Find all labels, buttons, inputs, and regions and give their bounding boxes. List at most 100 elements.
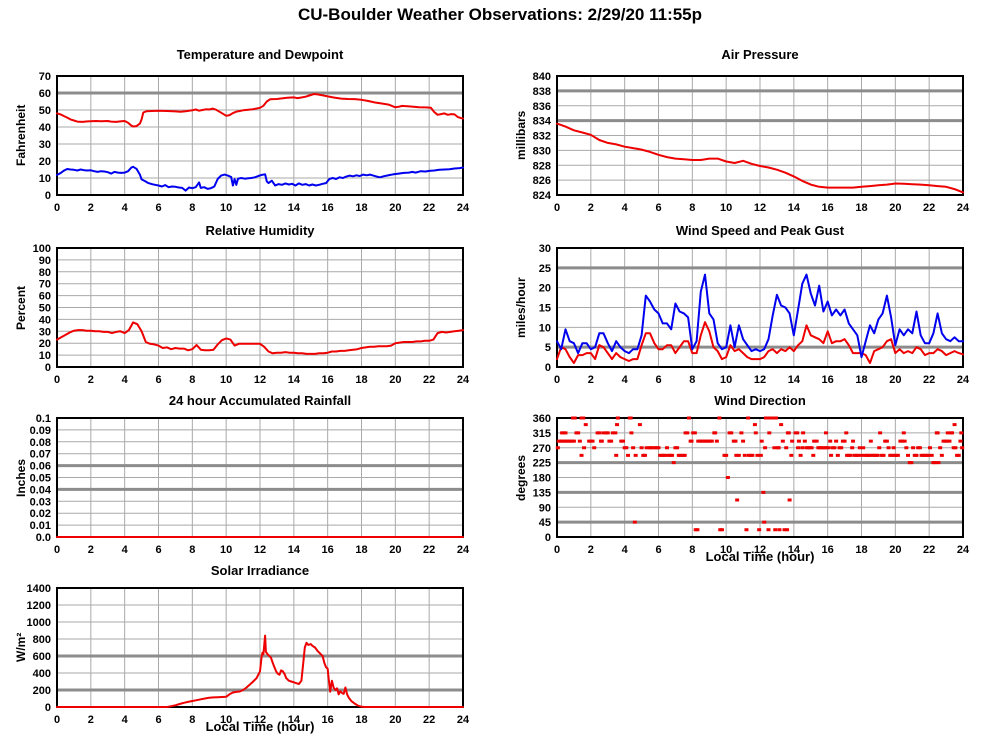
x-tick-label: 20	[389, 202, 401, 214]
x-tick-label: 16	[822, 544, 834, 556]
y-tick-label: 0	[545, 362, 551, 374]
x-tick-label: 2	[588, 374, 594, 386]
wind-direction-point	[725, 476, 730, 479]
wind-direction-point	[624, 446, 629, 450]
wind-direction-point	[935, 431, 940, 435]
x-tick-label: 22	[923, 544, 935, 556]
wind-direction-point	[900, 439, 905, 443]
y-tick-label: 90	[39, 255, 51, 267]
wind-direction-point	[639, 446, 644, 450]
wind-direction-point	[909, 461, 914, 465]
wind-direction-point	[615, 416, 620, 420]
wind-direction-point	[555, 446, 560, 450]
wind-direction-point	[917, 446, 922, 450]
x-tick-label: 20	[389, 374, 401, 386]
x-tick-label: 4	[122, 202, 129, 214]
y-tick-label: 0.02	[30, 508, 51, 520]
plot-border	[56, 75, 464, 196]
y-tick-label: 225	[533, 458, 551, 470]
wind-direction-point	[914, 453, 919, 457]
wind-direction-point	[839, 446, 844, 450]
wind-direction-point	[844, 431, 849, 435]
x-tick-label: 8	[189, 202, 195, 214]
x-tick-label: 12	[254, 202, 266, 214]
chart-title: Solar Irradiance	[210, 563, 310, 578]
wind-direction-point	[741, 439, 746, 443]
page-title: CU-Boulder Weather Observations: 2/29/20…	[297, 5, 703, 24]
wind-direction-point	[886, 446, 891, 450]
wind-direction-point	[744, 528, 749, 532]
x-tick-label: 14	[288, 544, 301, 556]
x-tick-label: 24	[957, 202, 970, 214]
wind-direction-point	[563, 431, 568, 435]
y-tick-label: 50	[39, 303, 51, 315]
y-tick-label: 800	[33, 634, 51, 646]
solar-line	[56, 634, 464, 708]
x-tick-label: 2	[588, 202, 594, 214]
x-tick-label: 0	[554, 202, 560, 214]
x-tick-label: 8	[689, 374, 695, 386]
y-tick-label: 830	[533, 145, 551, 157]
wind-direction-point	[590, 439, 595, 443]
wind-direction-point	[724, 453, 729, 457]
wind-direction-point	[644, 446, 649, 450]
wind-direction-point	[746, 416, 751, 420]
y-tick-label: 200	[33, 685, 51, 697]
x-tick-label: 14	[788, 202, 801, 214]
plot-area: 0 2 4 6 8 10 12 14 16 18 20 22 240200400600800100012…	[27, 583, 470, 726]
x-tick-label: 6	[155, 714, 161, 726]
y-tick-label: 15	[539, 303, 551, 315]
y-tick-label: 270	[533, 443, 551, 455]
wind-direction-point	[774, 416, 779, 420]
x-tick-label: 0	[554, 374, 560, 386]
wind-direction-point	[906, 453, 911, 457]
y-tick-label: 25	[539, 263, 551, 275]
wind-direction-point	[800, 446, 805, 450]
y-tick-label: 0	[45, 190, 51, 202]
x-tick-label: 16	[822, 374, 834, 386]
y-tick-label: 20	[39, 338, 51, 350]
wind-direction-point	[752, 423, 757, 427]
x-tick-label: 20	[889, 544, 901, 556]
wind-direction-point	[733, 439, 738, 443]
y-tick-label: 0.03	[30, 496, 51, 508]
x-tick-label: 14	[288, 202, 301, 214]
chart-title: Wind Direction	[714, 393, 806, 408]
wind-direction-point	[960, 446, 965, 450]
x-tick-label: 22	[423, 544, 435, 556]
x-tick-label: 8	[689, 202, 695, 214]
x-tick-label: 8	[189, 544, 195, 556]
wind-direction-point	[734, 453, 739, 457]
y-tick-label: 10	[39, 173, 51, 185]
wind-direction-point	[842, 439, 847, 443]
wind-direction-point	[776, 446, 781, 450]
wind-direction-point	[779, 423, 784, 427]
wind-speed-line	[556, 321, 964, 364]
wind-direction-point	[782, 528, 787, 532]
wind-direction-point	[802, 439, 807, 443]
x-tick-label: 6	[655, 374, 661, 386]
wind-direction-point	[904, 446, 909, 450]
wind-direction-point	[592, 446, 597, 450]
x-tick-label: 0	[54, 202, 60, 214]
x-tick-label: 22	[423, 202, 435, 214]
x-tick-label: 12	[254, 544, 266, 556]
wind-direction-point	[628, 416, 633, 420]
wind-direction-point	[650, 446, 655, 450]
wind-direction-point	[670, 453, 675, 457]
wind-direction-point	[755, 453, 760, 457]
y-tick-label: 836	[533, 101, 551, 113]
wind-direction-point	[829, 453, 834, 457]
x-axis-label: Local Time (hour)	[705, 549, 815, 564]
x-axis-label: Local Time (hour)	[205, 719, 315, 734]
x-tick-label: 2	[588, 544, 594, 556]
y-tick-label: 90	[539, 502, 551, 514]
wind-direction-point	[796, 439, 801, 443]
x-tick-label: 16	[322, 202, 334, 214]
wind-direction-point	[609, 439, 614, 443]
y-tick-label: 40	[39, 122, 51, 134]
wind-direction-point	[605, 431, 610, 435]
wind-direction-point	[796, 446, 801, 450]
wind-direction-point	[579, 453, 584, 457]
